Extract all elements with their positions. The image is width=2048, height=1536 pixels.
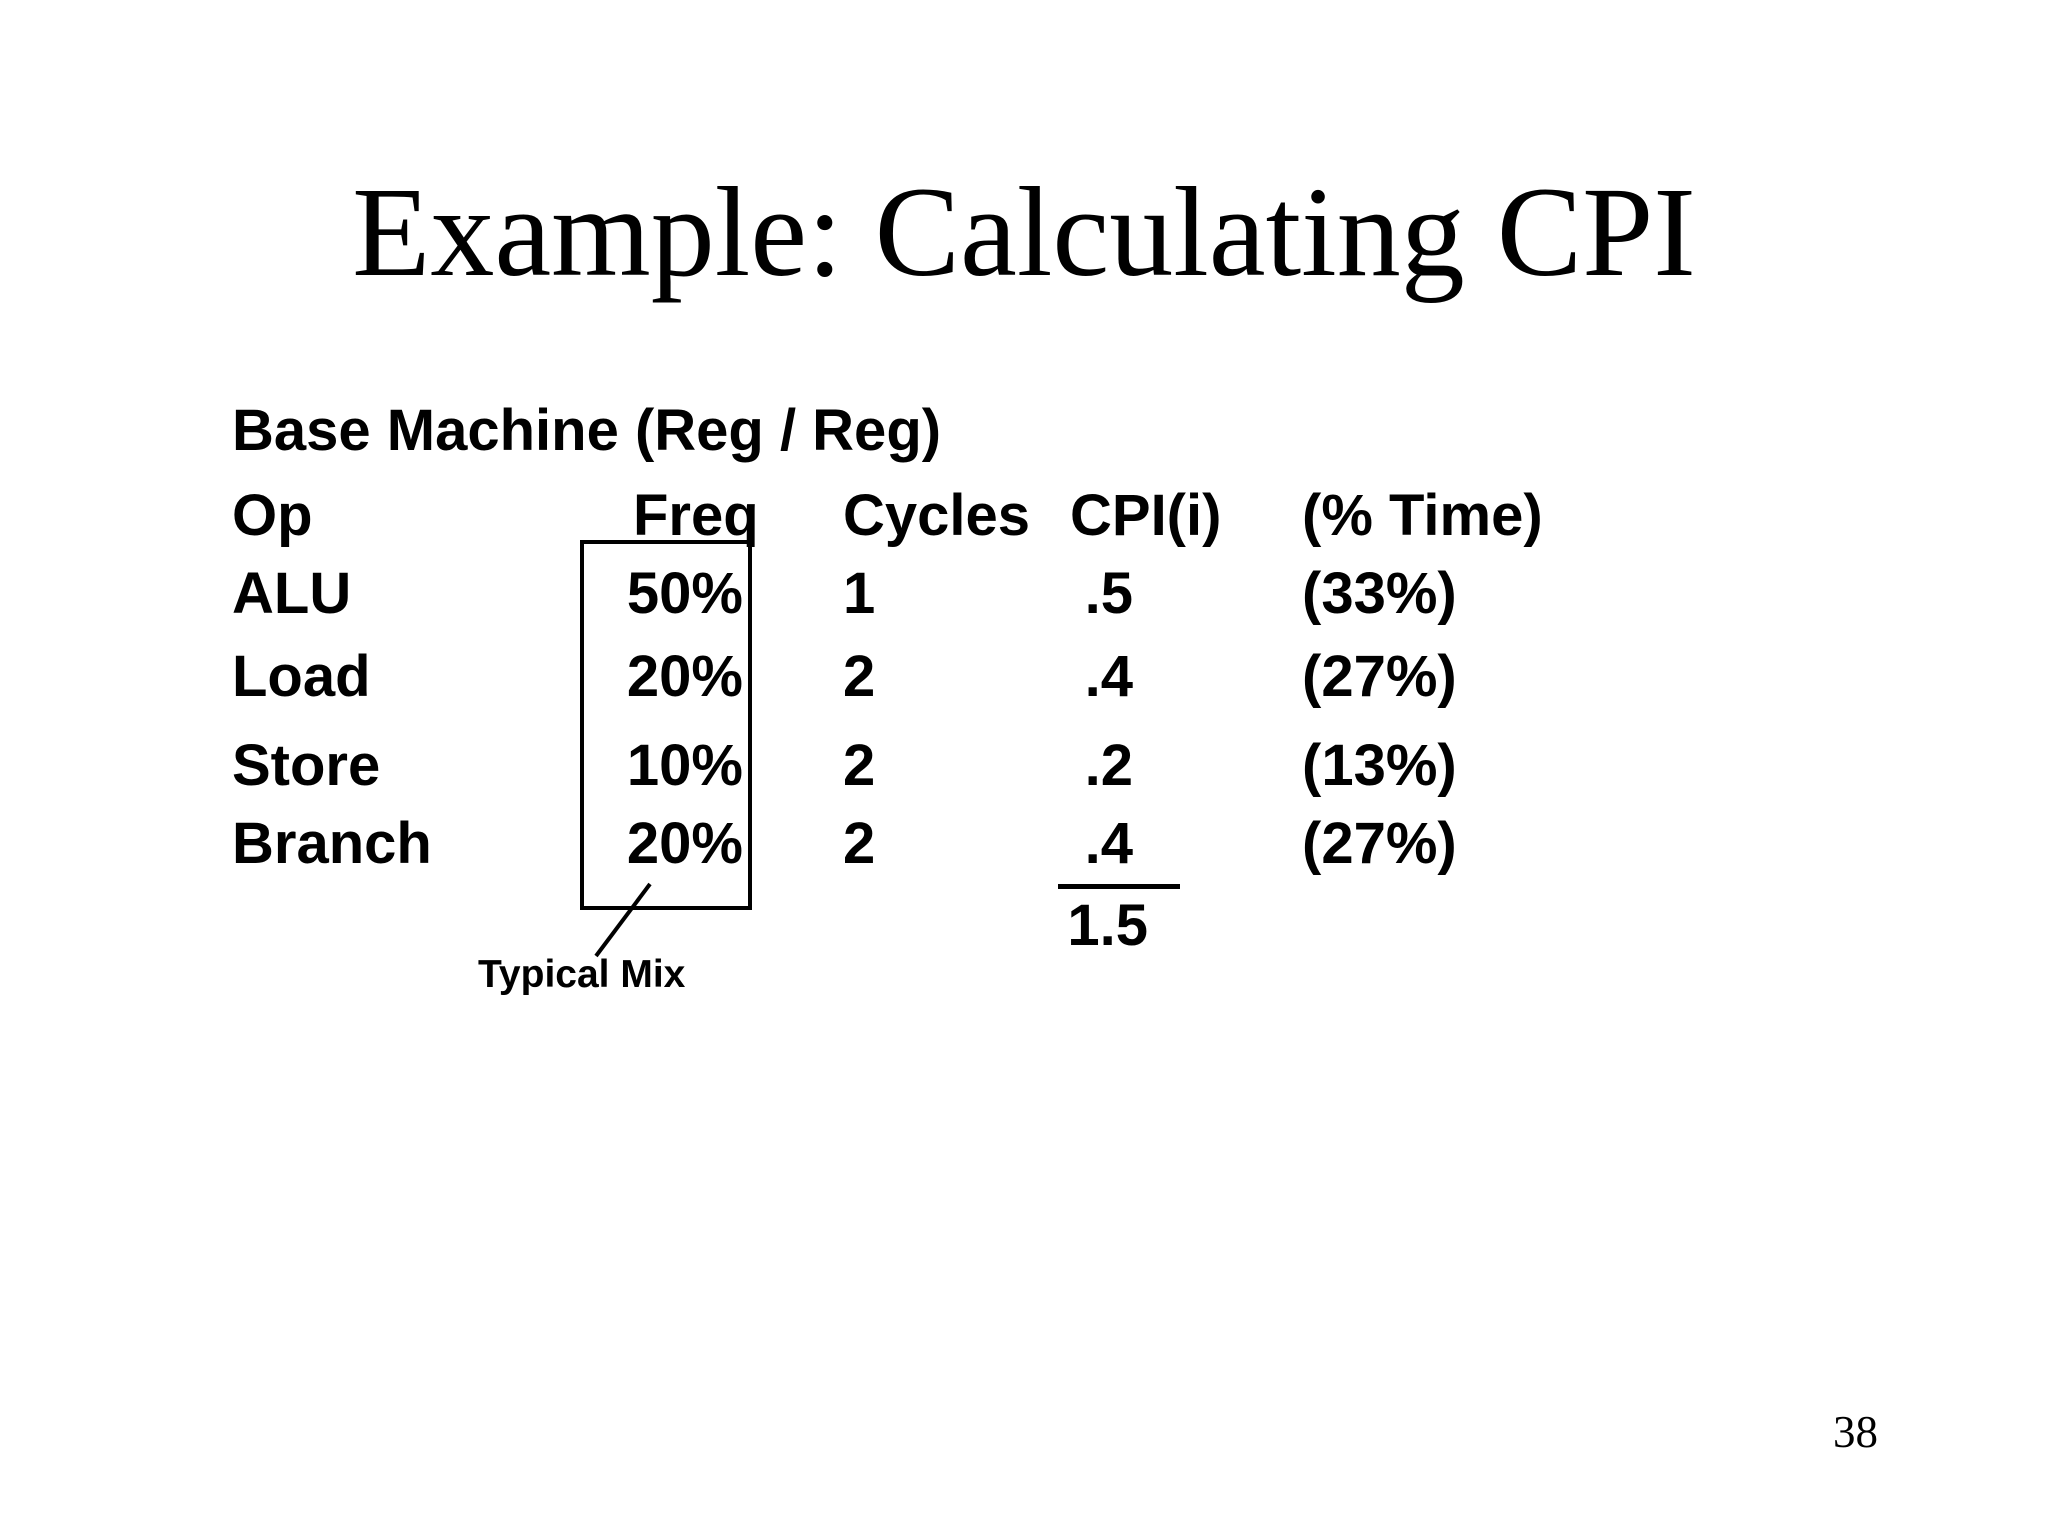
cpi-sum-line — [1058, 884, 1180, 889]
cell-cycles: 1 — [843, 561, 876, 626]
page-number: 38 — [1833, 1407, 1878, 1457]
typical-mix-label: Typical Mix — [478, 953, 686, 996]
cell-cpi: .2 — [1084, 733, 1133, 798]
cell-time: (27%) — [1302, 644, 1457, 709]
cell-time: (27%) — [1302, 811, 1457, 876]
cell-cycles: 2 — [843, 644, 876, 709]
cell-time: (13%) — [1302, 733, 1457, 798]
cell-cpi: .4 — [1084, 644, 1133, 709]
header-time: (% Time) — [1302, 483, 1543, 548]
cell-time: (33%) — [1302, 561, 1457, 626]
cell-freq: 20% — [626, 811, 743, 876]
header-cycles: Cycles — [843, 483, 1031, 548]
header-cpi: CPI(i) — [1070, 483, 1222, 548]
cell-op: Branch — [232, 811, 432, 876]
cell-cpi: .5 — [1084, 561, 1133, 626]
cell-cpi: .4 — [1084, 811, 1133, 876]
cell-op: Load — [232, 644, 371, 709]
subtitle: Base Machine (Reg / Reg) — [232, 398, 942, 463]
page-title: Example: Calculating CPI — [352, 161, 1696, 303]
cell-op: ALU — [232, 561, 352, 626]
cell-cycles: 2 — [843, 811, 876, 876]
header-freq: Freq — [633, 483, 759, 548]
cell-cycles: 2 — [843, 733, 876, 798]
typical-mix-pointer-line — [594, 882, 652, 958]
cell-freq: 50% — [626, 561, 743, 626]
freq-highlight-box — [580, 540, 752, 910]
cell-freq: 20% — [626, 644, 743, 709]
header-op: Op — [232, 483, 313, 548]
cell-op: Store — [232, 733, 381, 798]
cpi-total: 1.5 — [1067, 893, 1148, 958]
cell-freq: 10% — [626, 733, 743, 798]
